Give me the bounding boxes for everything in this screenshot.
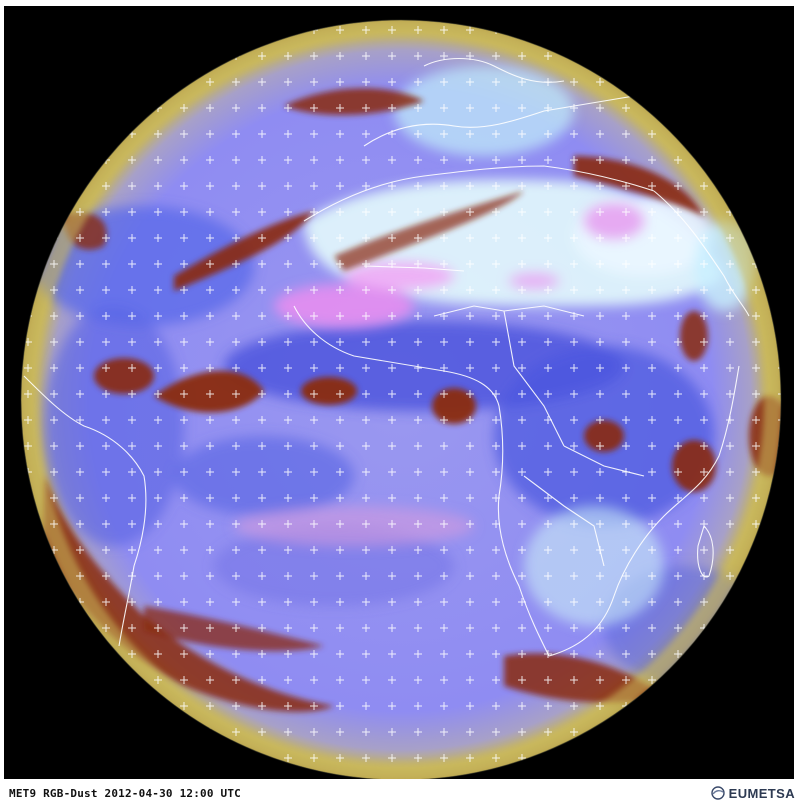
eumetsat-logo: EUMETSA <box>710 785 795 801</box>
caption-bar: MET9 RGB-Dust 2012-04-30 12:00 UTC EUMET… <box>0 779 797 805</box>
image-caption: MET9 RGB-Dust 2012-04-30 12:00 UTC <box>9 787 241 800</box>
lat-lon-grid <box>21 20 781 779</box>
satellite-image-frame <box>4 6 794 779</box>
earth-disc <box>21 20 781 779</box>
eumetsat-logo-icon <box>710 786 725 800</box>
earth-disc-image <box>4 6 794 779</box>
brand-name: EUMETSA <box>728 785 795 801</box>
